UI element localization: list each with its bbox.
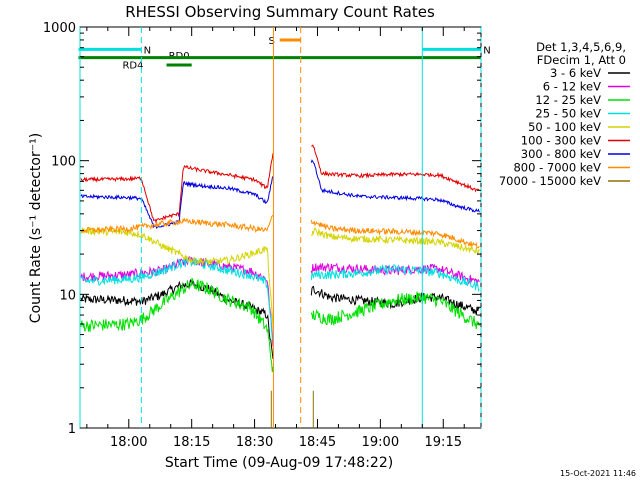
x-tick-label: 19:00	[362, 435, 399, 450]
y-tick-label: 1	[68, 422, 76, 437]
legend-label: 3 - 6 keV	[550, 66, 601, 80]
annotation-label: N	[144, 45, 151, 56]
legend-header-1: Det 1,3,4,5,6,9,	[536, 40, 626, 54]
legend: Det 1,3,4,5,6,9, FDecim 1, Att 0 3 - 6 k…	[499, 40, 630, 188]
legend-label: 300 - 800 keV	[521, 147, 601, 161]
series-line	[80, 256, 480, 341]
series-line	[80, 214, 480, 249]
x-tick-label: 18:15	[173, 435, 210, 450]
series-line	[270, 390, 314, 428]
series-line	[80, 277, 480, 373]
annotations-layer: NNSRD0RD4	[78, 27, 491, 428]
annotation-label: RD4	[122, 61, 143, 72]
y-tick-label: 10	[59, 288, 76, 303]
x-tick-label: 18:45	[299, 435, 336, 450]
legend-label: 6 - 12 keV	[543, 80, 601, 94]
legend-label: 12 - 25 keV	[535, 93, 601, 107]
x-axis-label: Start Time (09-Aug-09 17:48:22)	[165, 455, 393, 471]
x-tick-label: 18:00	[110, 435, 147, 450]
series-layer	[80, 144, 480, 428]
x-axis: 18:00 18:15 18:30 18:45 19:00 19:15	[86, 27, 465, 450]
legend-header-2: FDecim 1, Att 0	[537, 53, 626, 67]
chart-title: RHESSI Observing Summary Count Rates	[125, 3, 435, 21]
legend-label: 100 - 300 keV	[521, 134, 601, 148]
y-axis: 1 10 100 1000	[43, 21, 481, 437]
legend-label: 25 - 50 keV	[535, 107, 601, 121]
plot-area	[79, 26, 482, 429]
y-tick-label: 1000	[43, 21, 76, 36]
series-line	[80, 144, 480, 225]
series-line	[80, 226, 480, 329]
x-tick-label: 18:30	[236, 435, 273, 450]
y-axis-label: Count Rate (s⁻¹ detector⁻¹)	[28, 133, 44, 323]
series-line	[80, 159, 480, 230]
x-tick-label: 19:15	[425, 435, 462, 450]
y-tick-label: 100	[51, 155, 76, 170]
annotation-label: S	[269, 36, 275, 47]
legend-label: 7000 - 15000 keV	[499, 174, 601, 188]
footer-timestamp: 15-Oct-2021 11:46	[560, 469, 636, 478]
legend-label: 800 - 7000 keV	[513, 161, 601, 175]
annotation-label: N	[483, 45, 490, 56]
legend-label: 50 - 100 keV	[528, 120, 601, 134]
